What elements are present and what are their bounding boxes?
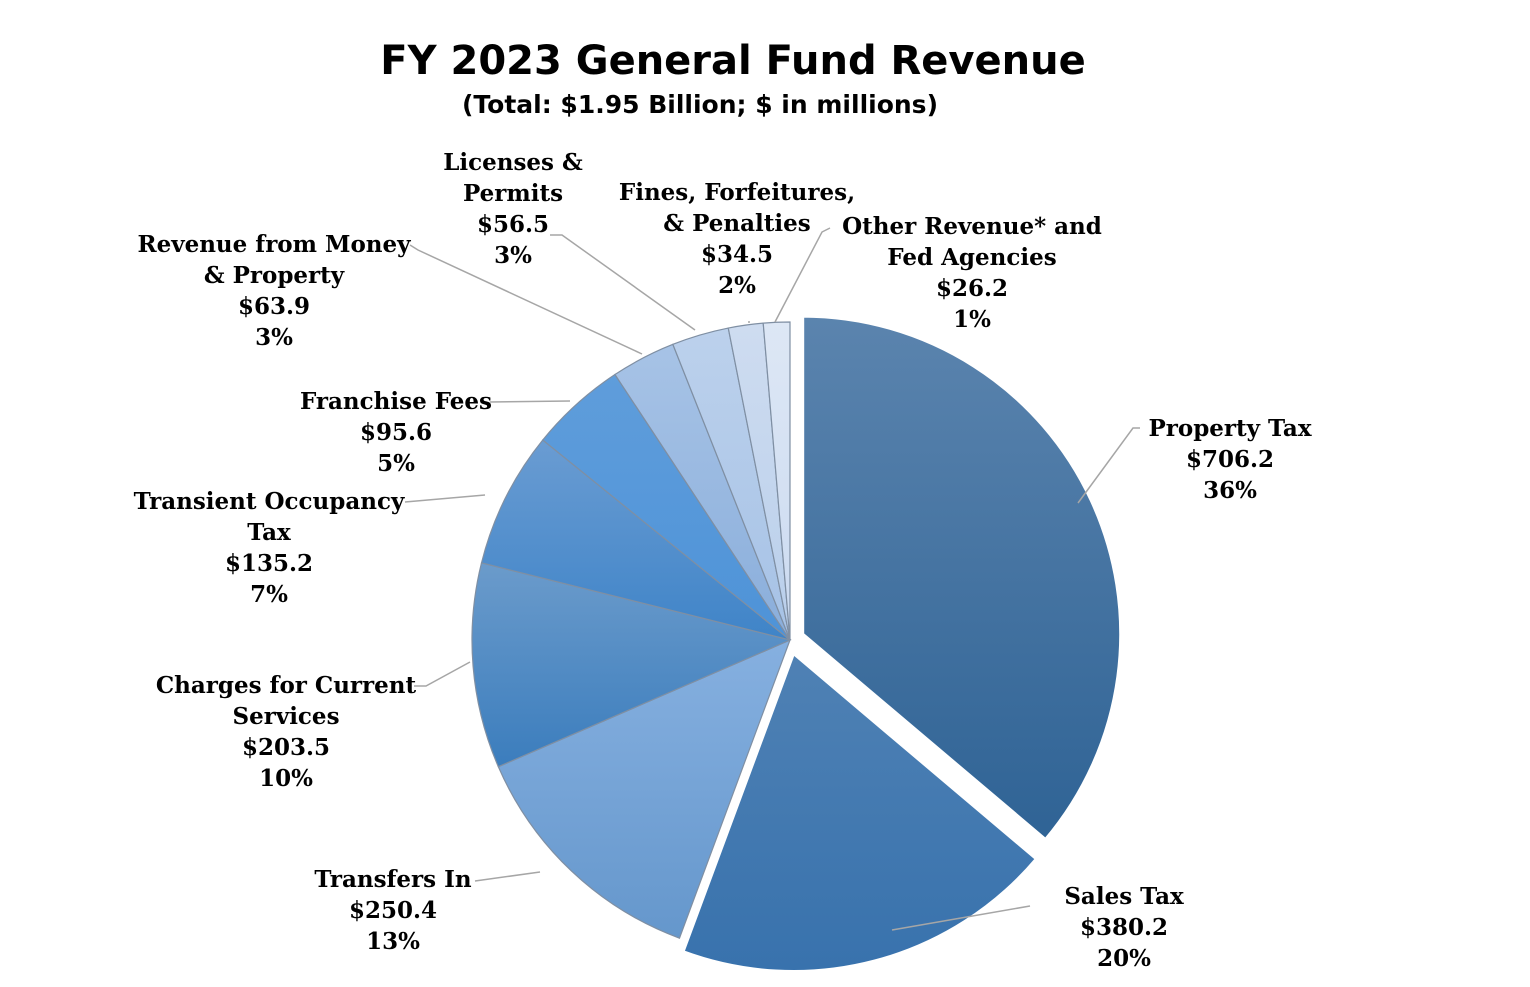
slice-percent-label: 1% (953, 306, 991, 333)
leader-line (414, 661, 471, 687)
slice-name-label: Tax (247, 519, 291, 546)
slice-percent-label: 2% (718, 272, 756, 299)
slice-percent-label: 3% (255, 324, 293, 351)
pie-slice-property-tax (801, 314, 1123, 842)
pie-slice-transient-occupancy-tax (480, 439, 791, 641)
slices-layer (471, 314, 1123, 974)
slice-name-label: Other Revenue* and (842, 213, 1102, 240)
leader-line (891, 905, 1031, 931)
pie-slice-other-revenue-and-fed-agencies (762, 321, 791, 641)
slice-percent-label: 3% (494, 242, 532, 269)
labels-layer: Property Tax $706.2 36% Sales Tax $380.2 20% T… (134, 149, 1312, 972)
leader-line (409, 244, 643, 355)
slice-value-label: $26.2 (936, 275, 1008, 302)
slice-value-label: $95.6 (360, 419, 432, 446)
pie-slice-charges-for-current-services (471, 562, 792, 768)
slice-name-label: & Penalties (663, 210, 810, 237)
leader-lines-layer (404, 227, 1140, 931)
slice-name-label: Fines, Forfeitures, (619, 179, 855, 206)
slice-value-label: $250.4 (349, 897, 437, 924)
slice-name-label: Property Tax (1148, 415, 1311, 442)
leader-line (550, 234, 696, 331)
leader-line (774, 227, 831, 323)
slice-name-label: Permits (463, 180, 563, 207)
pie-slice-sales-tax (681, 651, 1039, 974)
slice-name-label: Licenses & (443, 149, 583, 176)
slice-value-label: $135.2 (225, 550, 313, 577)
slice-name-label: Services (232, 703, 339, 730)
slice-name-label: Fed Agencies (887, 244, 1056, 271)
leader-line (1077, 427, 1140, 504)
slice-name-label: Transient Occupancy (134, 488, 405, 515)
slice-name-label: Revenue from Money (137, 231, 411, 258)
leader-line (404, 494, 486, 503)
leader-line (474, 871, 541, 882)
slice-value-label: $380.2 (1080, 914, 1168, 941)
slice-value-label: $203.5 (242, 734, 330, 761)
slice-name-label: Franchise Fees (300, 388, 492, 415)
slice-value-label: $63.9 (238, 293, 310, 320)
slice-percent-label: 20% (1097, 945, 1151, 972)
slice-percent-label: 10% (259, 765, 313, 792)
slice-value-label: $56.5 (477, 211, 549, 238)
slice-name-label: Transfers In (314, 866, 471, 893)
slice-value-label: $706.2 (1186, 446, 1274, 473)
slice-value-label: $34.5 (701, 241, 773, 268)
leader-line (489, 400, 571, 403)
slice-percent-label: 5% (377, 450, 415, 477)
pie-slice-transfers-in (497, 638, 792, 939)
chart-subtitle: (Total: $1.95 Billion; $ in millions) (462, 90, 938, 119)
slice-name-label: Sales Tax (1064, 883, 1184, 910)
slice-percent-label: 36% (1203, 477, 1257, 504)
slice-percent-label: 13% (366, 928, 420, 955)
slice-percent-label: 7% (250, 581, 288, 608)
slice-name-label: & Property (204, 262, 345, 289)
slice-name-label: Charges for Current (156, 672, 417, 699)
chart-title: FY 2023 General Fund Revenue (380, 38, 1086, 84)
